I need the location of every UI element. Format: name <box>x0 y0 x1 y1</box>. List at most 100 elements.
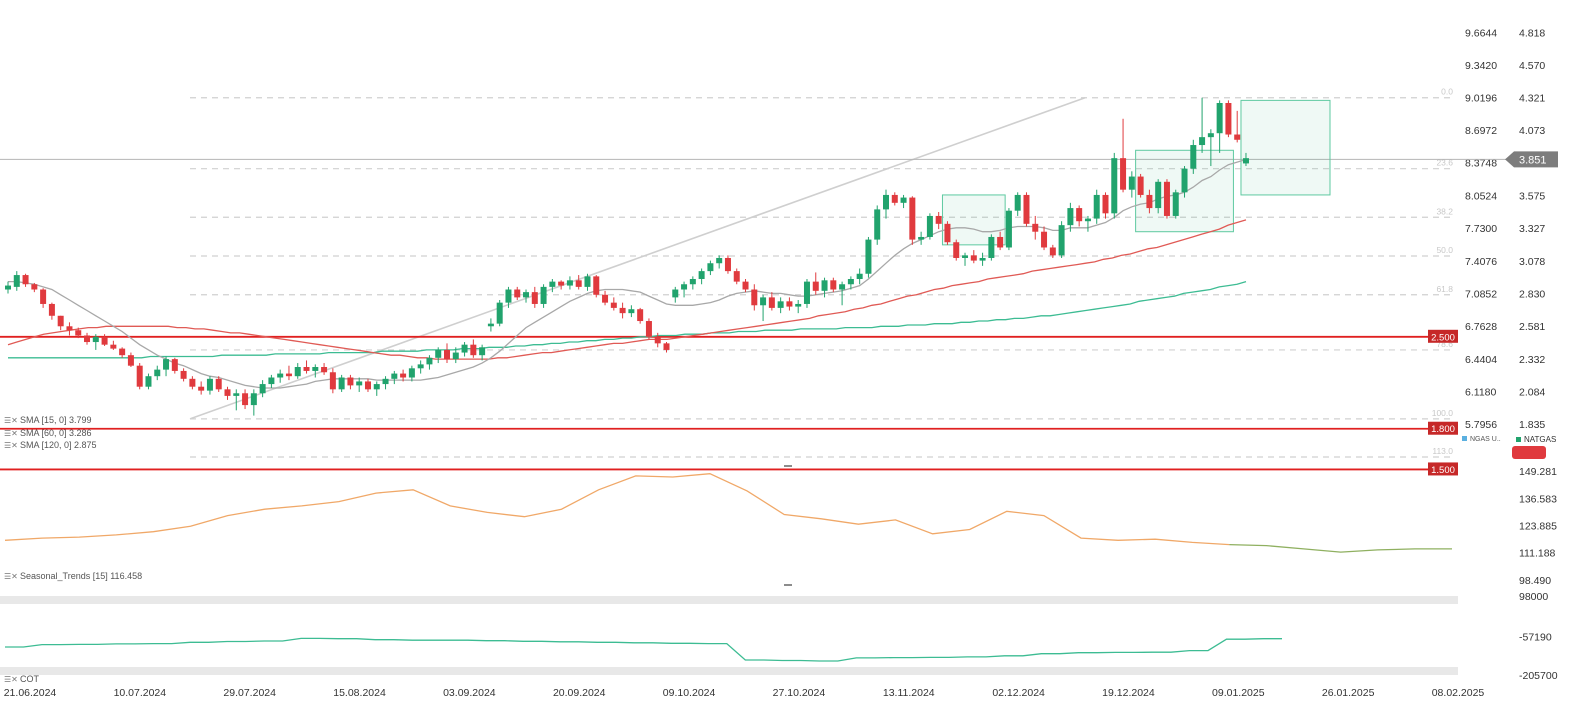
candle-body <box>724 257 731 272</box>
instrument-legend[interactable]: NATGAS <box>1516 435 1556 444</box>
candle-body <box>1058 225 1065 256</box>
indicator-menu-icon[interactable]: ☰✕ <box>4 675 18 684</box>
legend-sma-120-label: SMA [120, 0] 2.875 <box>20 440 97 450</box>
seasonal-label: Seasonal_Trends [15] 116.458 <box>20 571 143 581</box>
candle-body <box>663 343 670 350</box>
candle-body <box>812 281 819 291</box>
x-axis-tick-label: 02.12.2024 <box>992 687 1045 699</box>
candle-body <box>962 255 969 258</box>
candle-body <box>268 377 275 385</box>
candle-body <box>900 197 907 203</box>
alt-axis-tick-label: 6.1180 <box>1465 386 1496 398</box>
candle-body <box>847 279 854 285</box>
cot-band-bottom <box>0 667 1458 675</box>
candle-body <box>742 281 749 290</box>
compare-swatch <box>1462 436 1467 441</box>
level-tag-label: 1.500 <box>1431 465 1455 476</box>
legend-sma-15[interactable]: ☰✕ SMA [15, 0] 3.799 <box>4 415 92 425</box>
candle-body <box>593 276 600 295</box>
indicator-menu-icon[interactable]: ☰✕ <box>4 416 18 425</box>
price-axis-tick-label: 4.073 <box>1519 125 1545 137</box>
alt-axis-tick-label: 7.7300 <box>1465 223 1497 235</box>
compare-legend[interactable]: NGAS U.. <box>1462 436 1501 443</box>
pattern-zone-box <box>941 194 1006 246</box>
candle-body <box>698 271 705 279</box>
cot-band-top <box>0 596 1458 604</box>
indicator-menu-icon[interactable]: ☰✕ <box>4 441 18 450</box>
candle-body <box>84 335 91 343</box>
candle-body <box>654 336 661 344</box>
level-tag <box>1428 421 1458 435</box>
legend-sma-60[interactable]: ☰✕ SMA [60, 0] 3.286 <box>4 428 92 438</box>
candle-body <box>953 242 960 258</box>
seasonal-axis-tick-label: 123.885 <box>1519 521 1557 533</box>
candle-body <box>233 393 240 396</box>
alt-axis-tick-label: 9.6644 <box>1465 27 1497 39</box>
indicator-menu-icon[interactable]: ☰✕ <box>4 572 18 581</box>
legend-sma-120[interactable]: ☰✕ SMA [120, 0] 2.875 <box>4 440 97 450</box>
price-axis-tick-label: 2.830 <box>1519 288 1545 300</box>
candle-body <box>883 194 889 210</box>
candle-body <box>215 378 222 390</box>
level-tag <box>1428 329 1458 343</box>
legend-seasonal[interactable]: ☰✕ Seasonal_Trends [15] 116.458 <box>4 571 142 581</box>
current-price-label: 3.851 <box>1519 154 1547 166</box>
candle-body <box>391 373 398 379</box>
candle-body <box>1225 103 1232 135</box>
indicator-menu-icon[interactable]: ☰✕ <box>4 429 18 438</box>
seasonal-axis-tick-label: 111.188 <box>1519 548 1556 560</box>
candle-body <box>1190 145 1197 169</box>
candle-body <box>206 378 213 391</box>
candle-body <box>1242 158 1249 164</box>
x-axis-tick-label: 13.11.2024 <box>883 687 935 699</box>
cot-axis-tick-label: -205700 <box>1519 670 1558 682</box>
candle-body <box>66 326 73 331</box>
candle-body <box>180 370 187 379</box>
fib-level-label: 50.0 <box>1436 245 1453 255</box>
candle-body <box>803 281 810 304</box>
candle-body <box>540 286 547 304</box>
candle-body <box>795 303 802 307</box>
compare-name: NGAS U.. <box>1470 436 1501 443</box>
alt-axis-tick-label: 6.7628 <box>1465 321 1497 333</box>
price-axis-tick-label: 4.818 <box>1519 27 1545 39</box>
candle-body <box>1155 181 1162 209</box>
candle-body <box>277 373 284 378</box>
instrument-color-badge[interactable] <box>1512 446 1546 459</box>
candle-body <box>637 309 644 322</box>
x-axis-tick-label: 26.01.2025 <box>1322 687 1375 699</box>
candle-body <box>303 367 310 371</box>
candle-body <box>373 384 380 390</box>
candle-body <box>839 284 846 290</box>
candle-body <box>496 302 503 324</box>
candle-body <box>198 386 205 391</box>
candle-body <box>988 236 995 258</box>
fib-trend-line <box>189 96 1086 420</box>
price-axis-tick-label: 2.332 <box>1519 354 1545 366</box>
x-axis-tick-label: 21.06.2024 <box>4 687 57 699</box>
alt-axis-tick-label: 9.0196 <box>1465 93 1497 105</box>
level-tag-label: 2.500 <box>1431 332 1455 343</box>
candle-body <box>830 280 837 290</box>
alt-axis-tick-label: 8.0524 <box>1465 191 1497 203</box>
candle-body <box>891 194 898 203</box>
fib-level-label: 23.6 <box>1436 158 1453 168</box>
legend-cot[interactable]: ☰✕ COT <box>4 674 39 684</box>
candle-body <box>444 349 450 360</box>
price-axis-tick-label: 2.084 <box>1519 386 1545 398</box>
candle-body <box>1032 223 1039 232</box>
alt-axis-tick-label: 8.3748 <box>1465 157 1497 169</box>
candle-body <box>242 393 249 406</box>
candle-body <box>294 367 301 377</box>
alt-axis-tick-label: 6.4404 <box>1465 354 1497 366</box>
candle-body <box>119 348 126 356</box>
candle-body <box>1146 194 1153 209</box>
x-axis-tick-label: 10.07.2024 <box>114 687 167 699</box>
candle-body <box>417 364 424 369</box>
candle-body <box>909 197 916 240</box>
candle-body <box>610 302 617 308</box>
price-axis-tick-label: 3.327 <box>1519 223 1545 235</box>
price-axis-tick-label: 1.835 <box>1519 419 1545 431</box>
candle-body <box>364 381 371 390</box>
instrument-swatch <box>1516 437 1521 442</box>
